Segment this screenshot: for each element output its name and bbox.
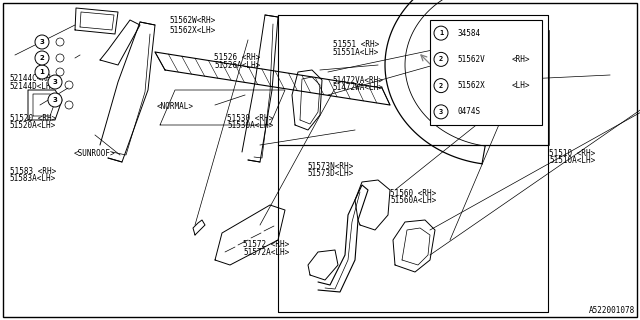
Text: 51472V<RH>: 51472V<RH> (461, 28, 507, 36)
Text: 51520A<LH>: 51520A<LH> (10, 121, 56, 130)
Text: 51572 <RH>: 51572 <RH> (243, 240, 289, 249)
Circle shape (434, 105, 448, 119)
Text: 1: 1 (439, 30, 443, 36)
Text: 51583A<LH>: 51583A<LH> (10, 174, 56, 183)
Text: 51526 <RH>: 51526 <RH> (214, 53, 260, 62)
Text: FRONT: FRONT (452, 65, 479, 87)
Text: 51530A<LH>: 51530A<LH> (227, 121, 273, 130)
Text: 3: 3 (439, 109, 443, 115)
Circle shape (434, 52, 448, 66)
Text: 51530 <RH>: 51530 <RH> (227, 114, 273, 123)
Text: 51562X: 51562X (457, 81, 484, 90)
Text: 51573N<RH>: 51573N<RH> (307, 162, 353, 171)
Text: 2: 2 (439, 56, 443, 62)
Text: <RH>: <RH> (512, 55, 531, 64)
Text: 51551A<LH>: 51551A<LH> (333, 48, 379, 57)
Text: 51472W<LH>: 51472W<LH> (461, 35, 507, 44)
Text: 51572A<LH>: 51572A<LH> (243, 248, 289, 257)
Text: 2: 2 (439, 83, 443, 89)
Text: 1: 1 (40, 69, 44, 75)
Bar (430, 20, 542, 125)
Circle shape (35, 35, 49, 49)
Text: 51472VA<RH>: 51472VA<RH> (333, 76, 383, 84)
Text: <NORMAL>: <NORMAL> (157, 102, 194, 111)
Text: 51583 <RH>: 51583 <RH> (10, 167, 56, 176)
Circle shape (48, 75, 62, 89)
Text: 51472WA<LH>: 51472WA<LH> (333, 83, 383, 92)
Text: 3: 3 (52, 79, 58, 85)
Text: 51526A<LH>: 51526A<LH> (214, 61, 260, 70)
Circle shape (35, 65, 49, 79)
Circle shape (434, 79, 448, 92)
Text: 2: 2 (40, 55, 44, 61)
Circle shape (35, 51, 49, 65)
Text: <SUNROOF>: <SUNROOF> (74, 149, 115, 158)
Text: 51562X<LH>: 51562X<LH> (170, 26, 216, 35)
Text: 51551 <RH>: 51551 <RH> (333, 40, 379, 49)
Circle shape (48, 93, 62, 107)
Text: 51562W<RH>: 51562W<RH> (170, 16, 216, 25)
Text: <LH>: <LH> (512, 81, 531, 90)
Text: 51520 <RH>: 51520 <RH> (10, 114, 56, 123)
Text: 51510A<LH>: 51510A<LH> (549, 156, 595, 165)
Text: 3: 3 (40, 39, 44, 45)
Text: 0474S: 0474S (457, 108, 480, 116)
Text: 52144D<LH>: 52144D<LH> (10, 82, 56, 91)
Text: 3: 3 (52, 97, 58, 103)
Text: 51560 <RH>: 51560 <RH> (390, 189, 436, 198)
Text: 34584: 34584 (457, 28, 480, 38)
Text: 51510 <RH>: 51510 <RH> (549, 149, 595, 158)
Text: A522001078: A522001078 (589, 306, 635, 315)
Circle shape (434, 26, 448, 40)
Text: 51562V: 51562V (457, 55, 484, 64)
Text: 51573D<LH>: 51573D<LH> (307, 169, 353, 178)
Text: 51560A<LH>: 51560A<LH> (390, 196, 436, 205)
Text: 52144C<RH>: 52144C<RH> (10, 74, 56, 83)
